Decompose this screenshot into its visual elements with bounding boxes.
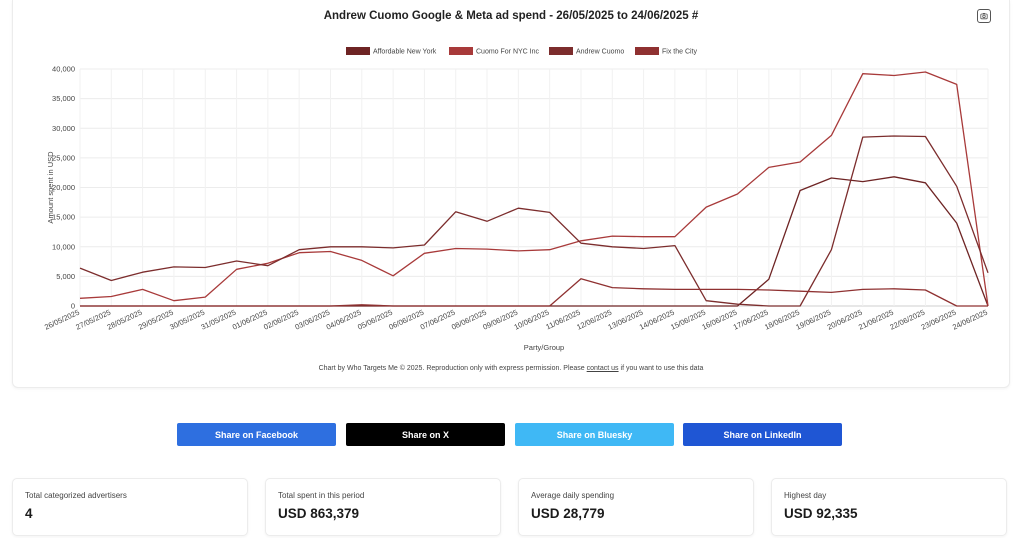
x-tick-label: 29/05/2025 xyxy=(137,308,175,332)
x-tick-label: 12/06/2025 xyxy=(575,308,613,332)
series-line xyxy=(79,71,989,307)
x-tick-label: 26/05/2025 xyxy=(43,308,81,332)
footnote-text: Chart by Who Targets Me © 2025. Reproduc… xyxy=(318,365,587,372)
x-tick-label: 10/06/2025 xyxy=(513,308,551,332)
y-tick-label: 5,000 xyxy=(56,272,75,281)
x-tick-label: 19/06/2025 xyxy=(794,308,832,332)
legend-swatch xyxy=(346,47,370,55)
chart-card: Andrew Cuomo Google & Meta ad spend - 26… xyxy=(12,0,1010,388)
x-axis-title: Party/Group xyxy=(524,343,564,352)
stat-card-average-daily: Average daily spending USD 28,779 xyxy=(518,478,754,536)
y-tick-label: 15,000 xyxy=(52,213,75,222)
stat-value: USD 92,335 xyxy=(784,506,858,521)
share-linkedin-button[interactable]: Share on LinkedIn xyxy=(683,423,842,446)
x-tick-label: 03/06/2025 xyxy=(293,308,331,332)
series-line xyxy=(79,135,989,307)
legend-label: Fix the City xyxy=(662,49,698,56)
y-tick-label: 20,000 xyxy=(52,183,75,192)
x-tick-label: 08/06/2025 xyxy=(450,308,488,332)
x-tick-label: 18/06/2025 xyxy=(763,308,801,332)
chart-menu-button[interactable] xyxy=(977,9,991,23)
x-tick-label: 14/06/2025 xyxy=(638,308,676,332)
x-tick-label: 21/06/2025 xyxy=(857,308,895,332)
y-tick-label: 25,000 xyxy=(52,153,75,162)
stat-card-advertisers: Total categorized advertisers 4 xyxy=(12,478,248,536)
x-tick-label: 07/06/2025 xyxy=(419,308,457,332)
y-tick-label: 10,000 xyxy=(52,242,75,251)
chart-anchor-link[interactable]: # xyxy=(691,10,699,22)
stat-label: Total categorized advertisers xyxy=(25,491,127,500)
legend-label: Andrew Cuomo xyxy=(576,49,624,56)
stat-value: USD 28,779 xyxy=(531,506,605,521)
y-tick-label: 40,000 xyxy=(52,65,75,74)
legend-swatch xyxy=(549,47,573,55)
camera-icon xyxy=(980,12,988,20)
chart-footnote: Chart by Who Targets Me © 2025. Reproduc… xyxy=(13,365,1009,372)
legend-swatch xyxy=(635,47,659,55)
x-tick-label: 23/06/2025 xyxy=(920,308,958,332)
x-tick-label: 31/05/2025 xyxy=(200,308,238,332)
x-tick-label: 16/06/2025 xyxy=(701,308,739,332)
contact-us-link[interactable]: contact us xyxy=(586,365,619,372)
x-tick-label: 11/06/2025 xyxy=(544,308,581,332)
stat-card-highest-day: Highest day USD 92,335 xyxy=(771,478,1007,536)
x-tick-label: 05/06/2025 xyxy=(356,308,394,332)
stat-label: Total spent in this period xyxy=(278,491,365,500)
legend-swatch xyxy=(449,47,473,55)
x-tick-label: 04/06/2025 xyxy=(325,308,363,332)
x-tick-label: 30/05/2025 xyxy=(168,308,206,332)
stat-value: USD 863,379 xyxy=(278,506,360,521)
stat-label: Average daily spending xyxy=(531,491,615,500)
x-tick-label: 17/06/2025 xyxy=(732,308,770,332)
y-axis-title: Amount spent in USD xyxy=(46,151,55,224)
share-bluesky-button[interactable]: Share on Bluesky xyxy=(515,423,674,446)
y-tick-label: 35,000 xyxy=(52,94,75,103)
share-x-button[interactable]: Share on X xyxy=(346,423,505,446)
series-line xyxy=(80,278,988,307)
x-tick-label: 06/06/2025 xyxy=(387,308,425,332)
x-tick-label: 24/06/2025 xyxy=(951,308,989,332)
y-tick-label: 30,000 xyxy=(52,124,75,133)
stat-label: Highest day xyxy=(784,491,827,500)
x-tick-label: 27/05/2025 xyxy=(74,308,112,332)
stat-card-total-spent: Total spent in this period USD 863,379 xyxy=(265,478,501,536)
legend-label: Cuomo For NYC Inc xyxy=(476,49,540,56)
footnote-text-end: if you want to use this data xyxy=(618,365,704,372)
x-tick-label: 22/06/2025 xyxy=(888,308,926,332)
x-tick-label: 13/06/2025 xyxy=(607,308,645,332)
chart-title: Andrew Cuomo Google & Meta ad spend - 26… xyxy=(13,10,1009,22)
legend-label: Affordable New York xyxy=(373,49,437,56)
y-tick-label: 0 xyxy=(71,302,75,311)
share-facebook-button[interactable]: Share on Facebook xyxy=(177,423,336,446)
x-tick-label: 09/06/2025 xyxy=(481,308,519,332)
stat-value: 4 xyxy=(25,506,33,521)
x-tick-label: 15/06/2025 xyxy=(669,308,707,332)
x-tick-label: 20/06/2025 xyxy=(826,308,864,332)
chart-title-text: Andrew Cuomo Google & Meta ad spend - 26… xyxy=(323,10,689,22)
x-tick-label: 01/06/2025 xyxy=(231,308,269,332)
x-tick-label: 02/06/2025 xyxy=(262,308,300,332)
x-tick-label: 28/05/2025 xyxy=(106,308,144,332)
line-chart: 0 5,000 10,000 15,000 20,000 25,000 30,000 35,0… xyxy=(43,47,989,352)
